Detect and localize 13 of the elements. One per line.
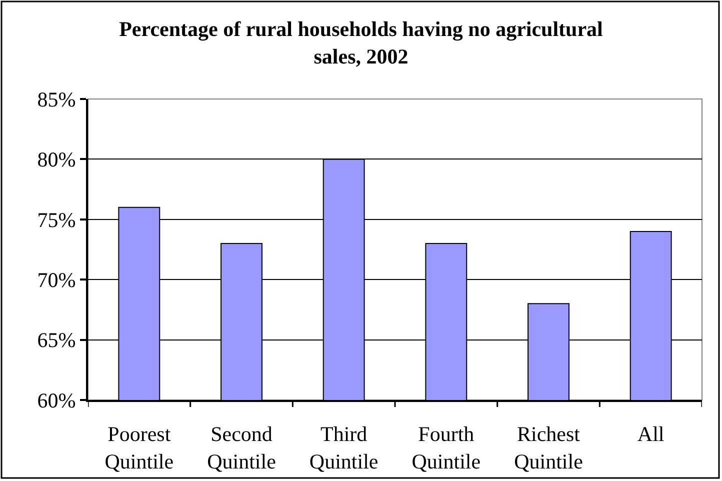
y-tick-label: 60% [37,388,76,412]
y-tick-label: 80% [37,148,76,172]
chart-title: Percentage of rural households having no agricultural sales, 2002 [119,17,604,68]
x-tick-label: Third Quintile [309,422,378,474]
x-tick-label: Fourth Quintile [412,422,481,474]
y-tick-label: 75% [37,208,76,232]
y-tick-label: 70% [37,268,76,292]
x-tick-label: All [637,422,664,446]
y-tick-label: 85% [37,87,76,112]
x-tick-label: Poorest Quintile [104,422,174,474]
x-tick-label: Richest Quintile [514,422,583,474]
y-tick-label: 65% [37,328,76,352]
x-tick-label: Second Quintile [207,422,276,474]
